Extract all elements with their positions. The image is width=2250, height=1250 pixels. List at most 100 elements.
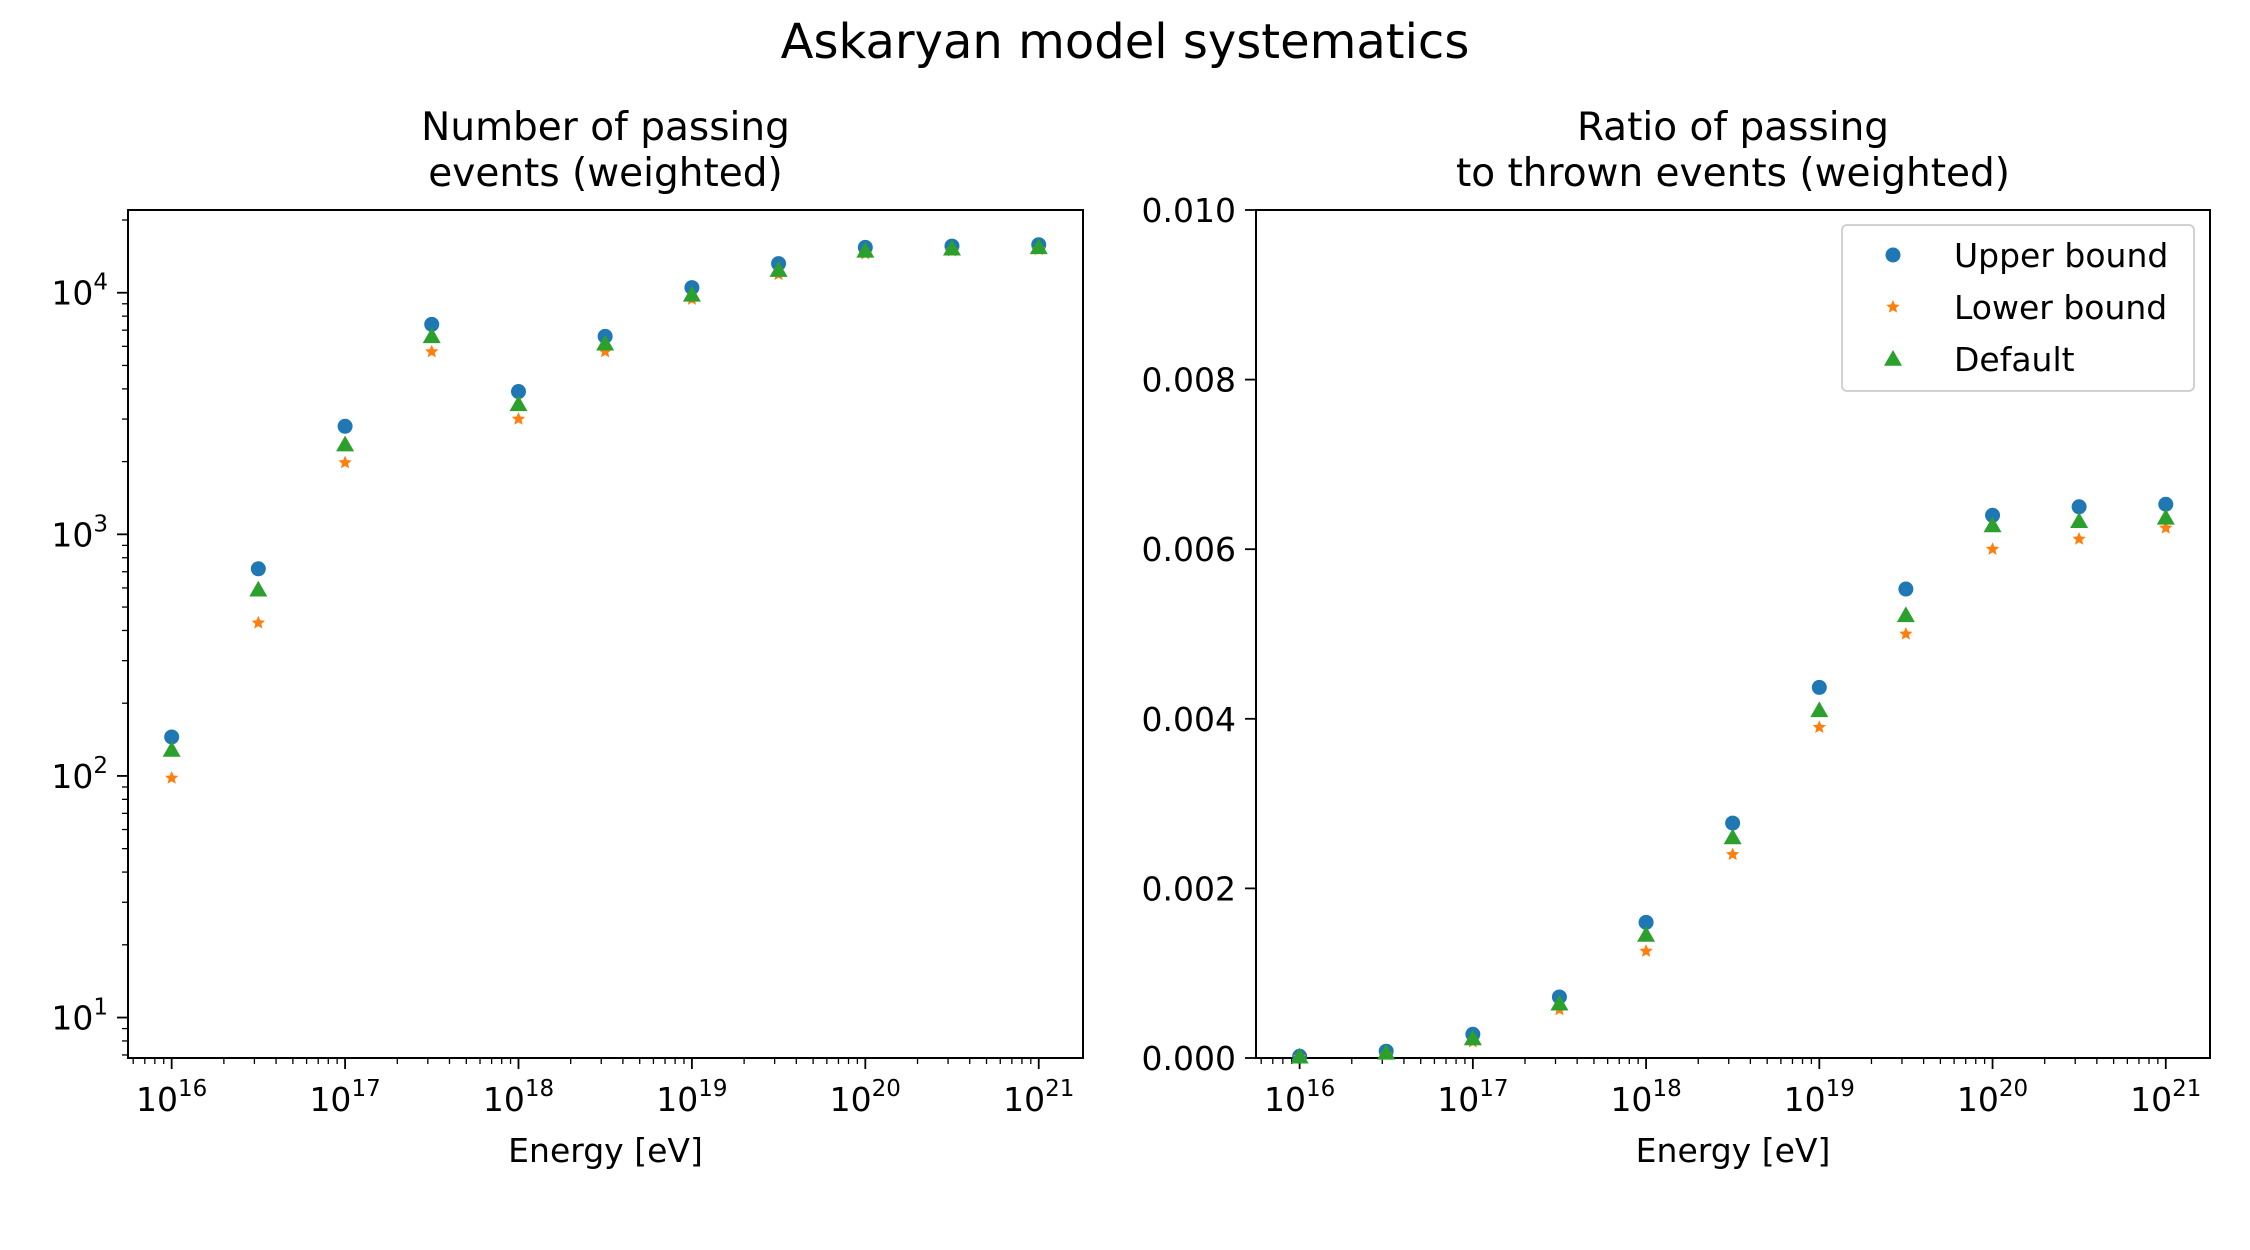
legend-label: Lower bound: [1954, 288, 2167, 327]
data-point: [2072, 532, 2086, 545]
data-point: [162, 741, 181, 757]
x-tick-exponent: 17: [351, 1076, 380, 1102]
data-point: [598, 344, 612, 358]
x-tick-base: 10: [1957, 1080, 1999, 1119]
data-point: [769, 261, 788, 277]
right-chart-ratio-passing-to-thrown: Ratio of passing to thrown events (weight…: [1142, 105, 2211, 1170]
data-point: [249, 580, 268, 597]
data-point: [1377, 1043, 1396, 1060]
data-point: [1983, 516, 2002, 533]
legend-marker: [1885, 247, 1901, 263]
x-tick-base: 10: [136, 1080, 178, 1119]
data-point: [1463, 1029, 1482, 1046]
subplot-title-line: to thrown events (weighted): [1456, 151, 2010, 196]
x-tick-base: 10: [830, 1080, 872, 1119]
y-tick-base: 10: [51, 515, 93, 554]
x-tick-base: 10: [483, 1080, 525, 1119]
data-point: [1639, 944, 1653, 957]
data-point: [682, 285, 701, 302]
x-tick-label: 1019: [1784, 1076, 1855, 1119]
y-tick-label: 0.010: [1142, 191, 1236, 230]
legend-marker: [1886, 300, 1900, 313]
x-axis-label: Energy [eV]: [508, 1131, 703, 1170]
data-point: [336, 435, 355, 452]
x-tick-label: 1019: [656, 1076, 727, 1119]
subplot-title: Number of passing events (weighted): [421, 105, 790, 196]
data-point: [1985, 507, 2001, 523]
x-tick-base: 10: [2130, 1080, 2172, 1119]
series-default: [162, 238, 1048, 757]
x-tick-label: 1016: [1264, 1076, 1335, 1119]
legend-label: Default: [1954, 340, 2075, 379]
data-point: [596, 334, 615, 351]
data-point: [251, 615, 265, 629]
y-tick-label: 101: [51, 995, 108, 1038]
legend-frame: [1841, 224, 2195, 392]
y-tick-label: 102: [51, 753, 108, 796]
data-point: [1898, 581, 1914, 597]
x-tick-label: 1021: [1003, 1076, 1074, 1119]
x-tick-base: 10: [1610, 1080, 1652, 1119]
data-point: [1812, 720, 1826, 733]
series-lower-bound: [165, 242, 1046, 784]
subplot-title-line: Ratio of passing: [1577, 105, 1889, 150]
x-tick-exponent: 18: [1652, 1076, 1681, 1102]
data-point: [250, 561, 266, 577]
data-point: [1725, 847, 1740, 861]
y-tick-label: 0.002: [1142, 869, 1236, 908]
data-point: [1637, 926, 1656, 942]
x-tick-exponent: 16: [1306, 1076, 1335, 1102]
data-point: [2070, 512, 2089, 528]
legend-label: Upper bound: [1954, 236, 2168, 275]
data-point: [1810, 701, 1829, 718]
x-tick-exponent: 19: [1826, 1076, 1855, 1102]
axes-frame: [127, 209, 1084, 1059]
x-tick-exponent: 21: [2172, 1076, 2201, 1102]
x-tick-exponent: 18: [525, 1076, 554, 1102]
x-axis-label: Energy [eV]: [1636, 1131, 1831, 1170]
x-tick-label: 1017: [1437, 1076, 1508, 1119]
x-tick-label: 1018: [1610, 1076, 1681, 1119]
subplot-title-line: Number of passing: [421, 105, 790, 150]
x-tick-exponent: 17: [1479, 1076, 1508, 1102]
x-tick-base: 10: [1003, 1080, 1045, 1119]
x-tick-exponent: 21: [1045, 1076, 1074, 1102]
subplot-title: Ratio of passing to thrown events (weight…: [1456, 105, 2010, 196]
y-tick-exponent: 3: [93, 511, 108, 537]
y-tick-label: 103: [51, 511, 108, 554]
data-point: [856, 241, 875, 258]
data-point: [1029, 238, 1048, 255]
x-tick-base: 10: [1437, 1080, 1479, 1119]
data-point: [509, 395, 528, 412]
data-point: [165, 771, 179, 784]
y-tick-base: 10: [51, 274, 93, 313]
x-tick-label: 1016: [136, 1076, 207, 1119]
data-point: [1290, 1047, 1309, 1064]
x-tick-base: 10: [1264, 1080, 1306, 1119]
y-tick-label: 0.008: [1142, 361, 1236, 400]
series-upper-bound: [1292, 496, 2174, 1064]
data-point: [2156, 508, 2175, 525]
data-point: [338, 455, 352, 469]
y-tick-label: 0.000: [1142, 1039, 1236, 1078]
x-tick-base: 10: [1784, 1080, 1826, 1119]
data-point: [1550, 994, 1569, 1011]
y-tick-exponent: 1: [93, 995, 108, 1021]
x-tick-exponent: 20: [872, 1076, 901, 1102]
data-point: [510, 384, 526, 400]
data-point: [2071, 499, 2087, 515]
y-tick-base: 10: [51, 757, 93, 796]
data-point: [1723, 828, 1742, 845]
legend: Upper bound Lower bound Default: [1841, 224, 2195, 392]
x-tick-base: 10: [309, 1080, 351, 1119]
x-tick-label: 1020: [1957, 1076, 2028, 1119]
data-point: [422, 327, 441, 344]
data-point: [2158, 496, 2174, 512]
y-tick-exponent: 4: [93, 270, 108, 296]
x-tick-label: 1017: [309, 1076, 380, 1119]
subplot-title-line: events (weighted): [428, 151, 782, 196]
data-point: [337, 418, 353, 434]
data-point: [1899, 627, 1913, 640]
series-lower-bound: [1292, 521, 2173, 1063]
